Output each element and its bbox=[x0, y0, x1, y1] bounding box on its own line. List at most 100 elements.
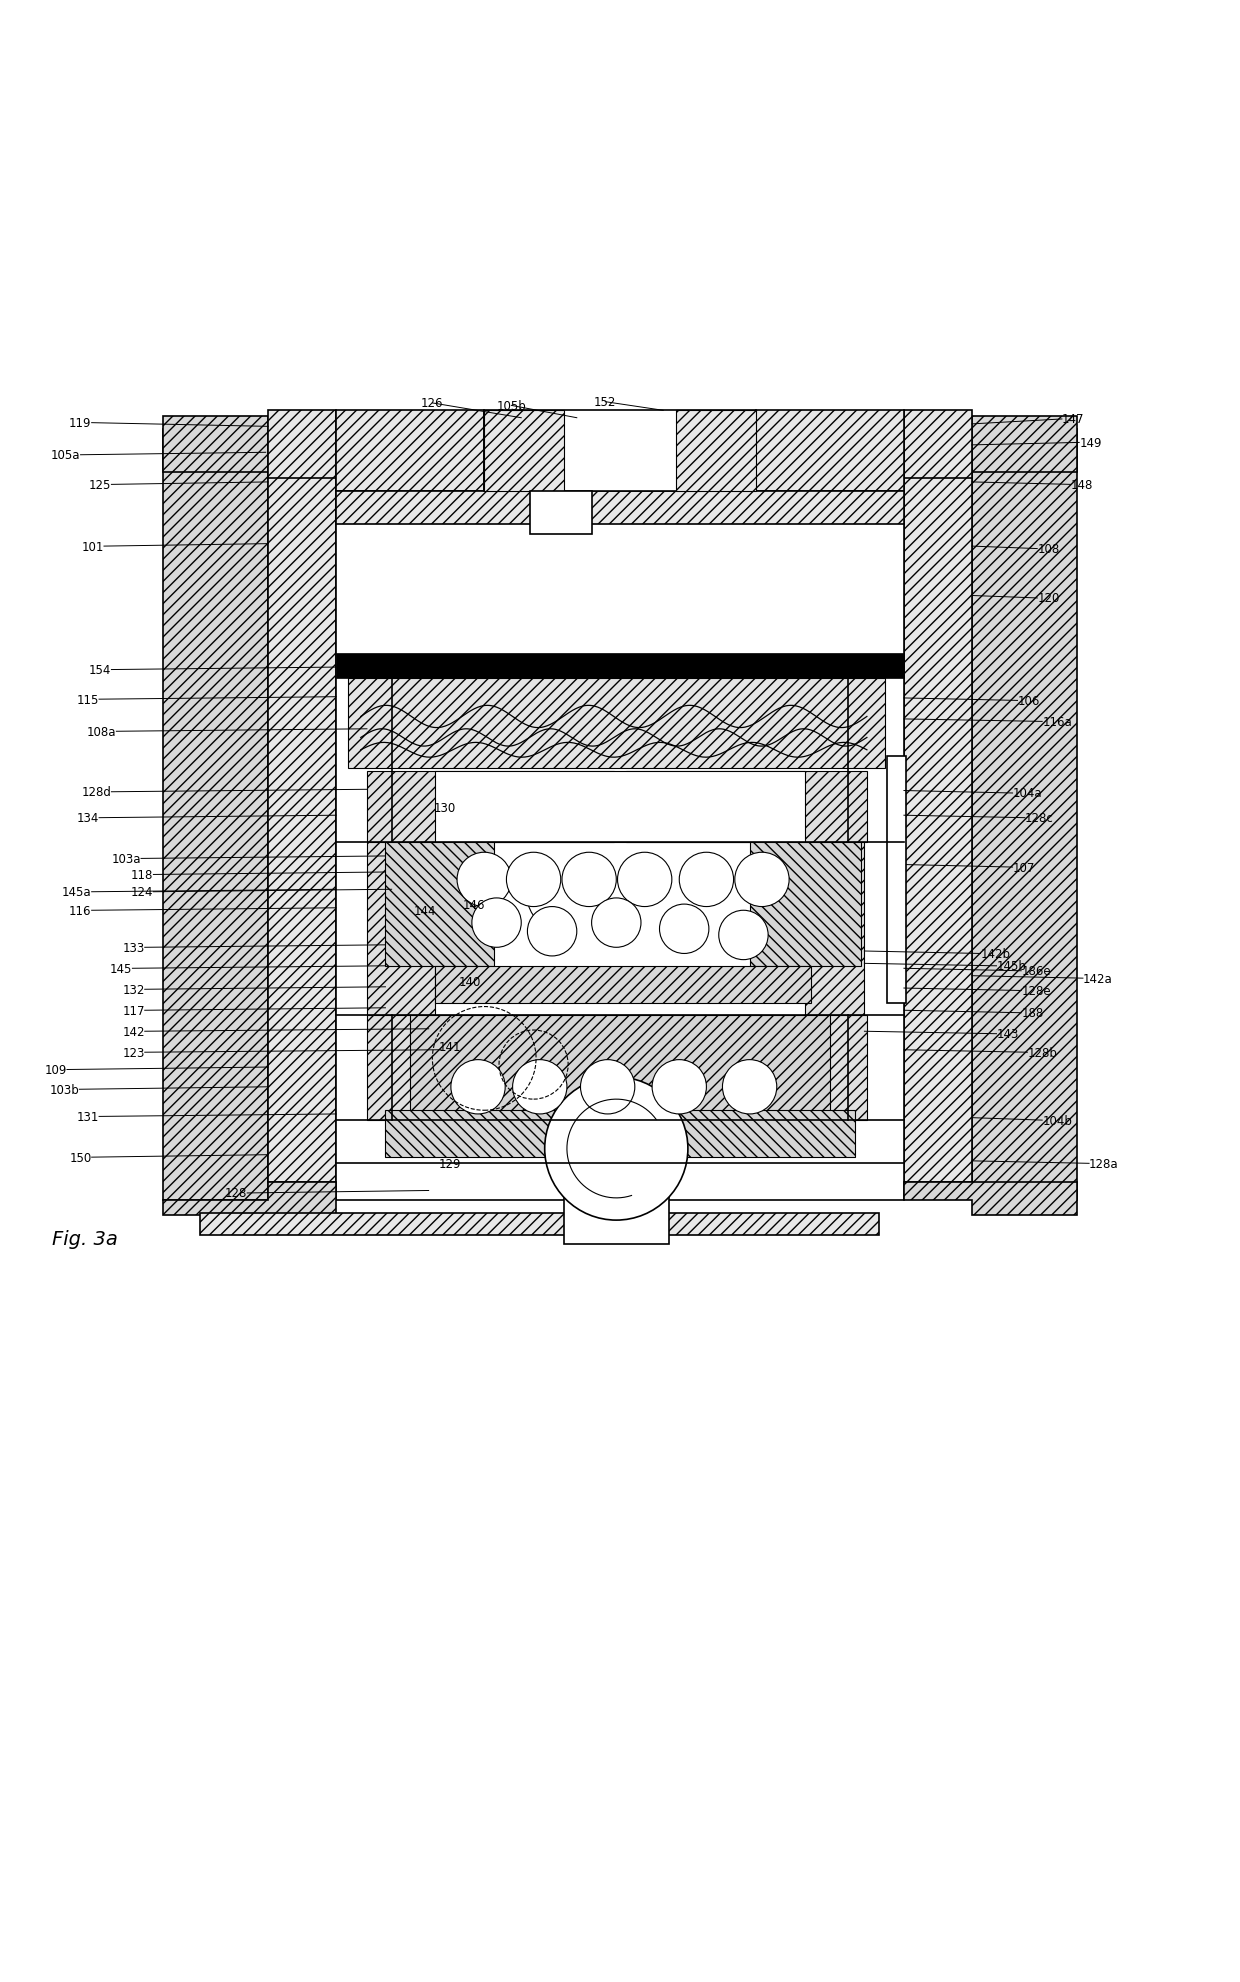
Circle shape bbox=[544, 1078, 688, 1221]
Bar bbox=[435, 771, 805, 842]
Bar bbox=[484, 410, 756, 492]
Polygon shape bbox=[904, 1181, 1076, 1215]
Bar bbox=[336, 410, 484, 492]
Text: 109: 109 bbox=[45, 1064, 67, 1076]
Text: 103a: 103a bbox=[112, 852, 141, 866]
Bar bbox=[386, 842, 494, 967]
Circle shape bbox=[652, 1060, 707, 1114]
Text: 108a: 108a bbox=[87, 725, 117, 739]
Text: 145a: 145a bbox=[62, 886, 92, 898]
Text: 141: 141 bbox=[439, 1041, 461, 1052]
Text: 126: 126 bbox=[422, 396, 444, 410]
Text: 116: 116 bbox=[69, 904, 92, 918]
Circle shape bbox=[680, 852, 734, 908]
Text: 148: 148 bbox=[1070, 478, 1092, 492]
Text: 150: 150 bbox=[69, 1152, 92, 1163]
Text: 106: 106 bbox=[1018, 694, 1040, 708]
Text: 103b: 103b bbox=[50, 1084, 79, 1096]
Bar bbox=[904, 430, 972, 1181]
Text: 105a: 105a bbox=[51, 450, 81, 462]
Text: 147: 147 bbox=[1061, 412, 1085, 426]
Circle shape bbox=[512, 1060, 567, 1114]
Circle shape bbox=[458, 852, 511, 908]
Text: 152: 152 bbox=[594, 396, 616, 408]
Text: 146: 146 bbox=[463, 898, 486, 912]
Text: 131: 131 bbox=[77, 1110, 99, 1124]
Text: 101: 101 bbox=[82, 541, 104, 553]
Text: 120: 120 bbox=[1037, 593, 1060, 605]
Bar bbox=[904, 410, 972, 480]
Bar bbox=[750, 842, 861, 967]
Text: 104b: 104b bbox=[1042, 1114, 1073, 1128]
Bar bbox=[972, 430, 1076, 1201]
Bar bbox=[805, 842, 864, 1015]
Circle shape bbox=[562, 852, 616, 908]
Text: 107: 107 bbox=[1013, 860, 1035, 874]
Bar bbox=[164, 418, 268, 474]
Bar bbox=[676, 410, 756, 492]
Text: 140: 140 bbox=[459, 975, 481, 989]
Circle shape bbox=[591, 898, 641, 947]
Circle shape bbox=[506, 852, 560, 908]
Text: 123: 123 bbox=[123, 1046, 145, 1058]
Text: 134: 134 bbox=[77, 813, 99, 825]
Bar bbox=[268, 430, 336, 1181]
Bar bbox=[367, 771, 614, 842]
Text: 145b: 145b bbox=[997, 959, 1027, 973]
Bar bbox=[564, 1195, 670, 1245]
Text: Fig. 3a: Fig. 3a bbox=[52, 1229, 118, 1249]
Bar bbox=[348, 680, 885, 769]
Polygon shape bbox=[164, 1181, 336, 1215]
Circle shape bbox=[580, 1060, 635, 1114]
Bar bbox=[367, 842, 435, 1015]
Bar bbox=[410, 1015, 830, 1114]
Text: 143: 143 bbox=[997, 1029, 1019, 1041]
Text: 128e: 128e bbox=[1022, 985, 1050, 997]
Bar bbox=[336, 492, 904, 1201]
Text: 117: 117 bbox=[123, 1005, 145, 1017]
Text: 108: 108 bbox=[1037, 543, 1059, 555]
Text: 128d: 128d bbox=[82, 785, 112, 799]
Bar bbox=[268, 410, 336, 480]
Bar bbox=[887, 757, 906, 1003]
Text: 124: 124 bbox=[131, 886, 154, 898]
Text: 128: 128 bbox=[224, 1187, 247, 1199]
Text: 105b: 105b bbox=[496, 400, 526, 412]
Bar bbox=[484, 410, 564, 492]
Circle shape bbox=[735, 852, 789, 908]
Bar bbox=[164, 430, 268, 1201]
Text: 149: 149 bbox=[1079, 436, 1101, 450]
Text: 188: 188 bbox=[1022, 1007, 1043, 1019]
Text: 116a: 116a bbox=[1042, 716, 1071, 729]
Text: 186e: 186e bbox=[1022, 965, 1050, 977]
Text: 128a: 128a bbox=[1089, 1157, 1118, 1169]
Text: 145: 145 bbox=[110, 963, 133, 975]
Circle shape bbox=[723, 1060, 776, 1114]
Bar bbox=[529, 492, 591, 535]
Bar bbox=[626, 771, 867, 842]
Text: 128b: 128b bbox=[1028, 1046, 1058, 1058]
Circle shape bbox=[719, 912, 768, 959]
Text: 125: 125 bbox=[89, 478, 112, 492]
Circle shape bbox=[451, 1060, 505, 1114]
Bar bbox=[336, 492, 904, 525]
Text: 115: 115 bbox=[77, 694, 99, 706]
Bar bbox=[201, 1213, 879, 1235]
Text: 154: 154 bbox=[89, 664, 112, 676]
Text: 128c: 128c bbox=[1025, 813, 1054, 825]
Text: 130: 130 bbox=[434, 803, 456, 815]
Circle shape bbox=[660, 904, 709, 953]
Bar bbox=[972, 418, 1076, 474]
Text: 104a: 104a bbox=[1013, 787, 1042, 801]
Bar bbox=[435, 967, 811, 1003]
Text: 129: 129 bbox=[439, 1157, 461, 1169]
Text: 142b: 142b bbox=[981, 947, 1011, 961]
Bar bbox=[756, 410, 904, 492]
Text: 118: 118 bbox=[131, 868, 154, 882]
Text: 133: 133 bbox=[123, 941, 145, 953]
Bar bbox=[386, 1110, 854, 1157]
Bar bbox=[336, 654, 904, 680]
Text: 142: 142 bbox=[123, 1025, 145, 1039]
Text: 132: 132 bbox=[123, 983, 145, 997]
Text: 142a: 142a bbox=[1083, 971, 1112, 985]
